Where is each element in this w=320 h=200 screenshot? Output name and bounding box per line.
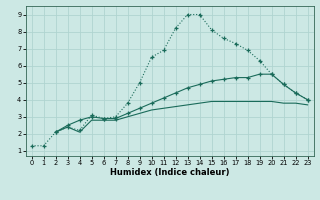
- X-axis label: Humidex (Indice chaleur): Humidex (Indice chaleur): [110, 168, 229, 177]
